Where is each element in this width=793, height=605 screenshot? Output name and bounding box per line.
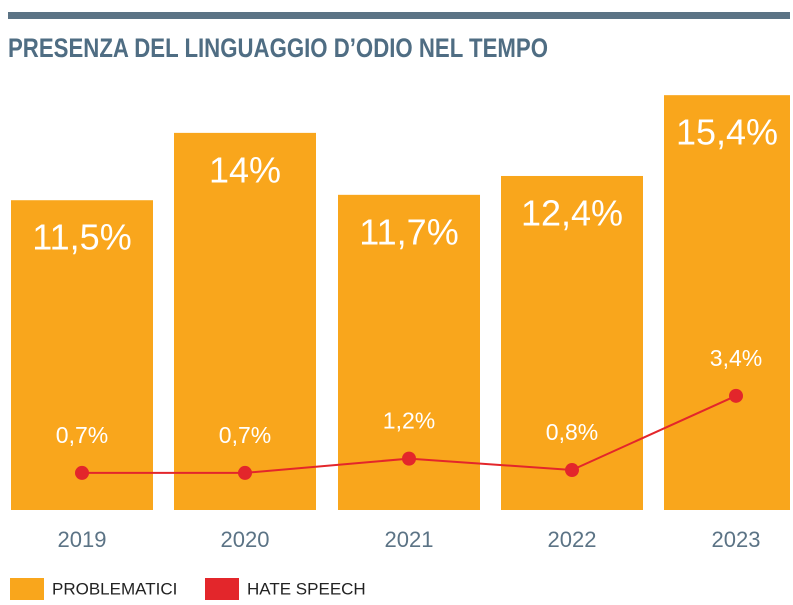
line-value-label: 0,7% <box>56 422 108 448</box>
legend-swatch <box>205 578 239 600</box>
x-tick-label: 2023 <box>712 527 761 552</box>
bar-value-label: 14% <box>209 149 281 190</box>
line-point <box>402 451 416 466</box>
bar-value-label: 11,7% <box>359 211 458 252</box>
chart-title: PRESENZA DEL LINGUAGGIO D’ODIO NEL TEMPO <box>8 33 548 63</box>
line-point <box>75 465 89 480</box>
line-value-label: 0,8% <box>546 419 598 445</box>
x-tick-label: 2022 <box>548 527 597 552</box>
line-point <box>238 465 252 480</box>
line-value-label: 0,7% <box>219 422 271 448</box>
bar-value-label: 12,4% <box>521 192 623 233</box>
bar <box>501 175 643 510</box>
x-tick-label: 2020 <box>221 527 270 552</box>
bar <box>664 95 790 510</box>
legend-label: HATE SPEECH <box>247 579 366 598</box>
legend-swatch <box>10 578 44 600</box>
bar <box>11 200 153 510</box>
x-tick-label: 2019 <box>58 527 107 552</box>
line-point <box>565 463 579 478</box>
line-point <box>729 388 743 403</box>
top-rule <box>8 12 790 19</box>
legend-label: PROBLEMATICI <box>52 579 177 598</box>
bar-value-label: 11,5% <box>32 217 131 258</box>
bar-value-label: 15,4% <box>676 112 778 153</box>
x-tick-label: 2021 <box>385 527 434 552</box>
bar <box>174 132 316 510</box>
line-value-label: 3,4% <box>710 345 762 371</box>
line-value-label: 1,2% <box>383 408 435 434</box>
